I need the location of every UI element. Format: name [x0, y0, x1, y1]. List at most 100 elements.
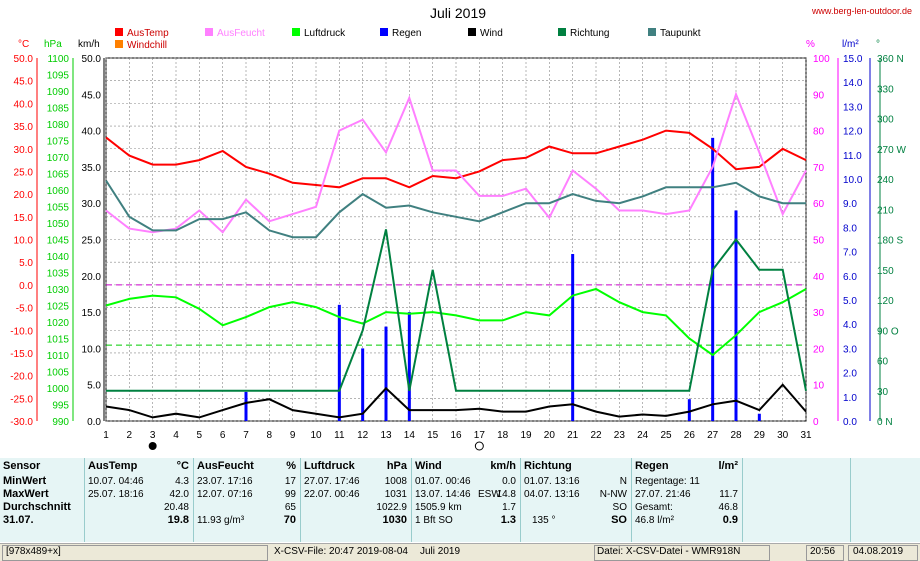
luftdruck-current: 1030	[382, 514, 407, 526]
x-tick-label: 31	[800, 430, 812, 441]
stats-panel: Sensor MinWert MaxWert Durchschnitt 31.0…	[0, 458, 920, 542]
x-tick-label: 6	[220, 430, 226, 441]
pressure-tick-label: 1030	[47, 285, 70, 296]
temp-tick-label: 25.0	[14, 167, 34, 178]
status-time: 20:56	[810, 546, 836, 557]
rain-tick-label: 6.0	[843, 272, 857, 283]
chart-title: Juli 2019	[430, 5, 486, 21]
rain-tick-label: 2.0	[843, 369, 857, 380]
stats-richtung: Richtung 01.07. 13:16 N 04.07. 13:16 N-NW …	[521, 458, 632, 542]
rain-tick-label: 10.0	[843, 175, 863, 186]
x-tick-label: 3	[150, 430, 156, 441]
direction-tick-label: 240	[877, 175, 894, 186]
pressure-tick-label: 1070	[47, 153, 70, 164]
luftdruck-max: 1031	[384, 489, 407, 500]
pressure-axis-label: hPa	[44, 39, 62, 50]
wind-tick-label: 30.0	[82, 199, 102, 210]
regen-header: Regen	[635, 460, 669, 472]
stats-empty-1	[743, 458, 851, 542]
ausfeucht-min-time: 23.07. 17:16	[197, 476, 253, 487]
luftdruck-min: 1008	[384, 476, 407, 487]
legend-swatch	[115, 40, 123, 48]
temp-tick-label: 40.0	[14, 99, 34, 110]
x-tick-label: 18	[497, 430, 509, 441]
pressure-tick-label: 1075	[47, 137, 70, 148]
rain-tick-label: 1.0	[843, 393, 857, 404]
humidity-axis-label: %	[806, 39, 815, 50]
rain-axis-label: l/m²	[842, 39, 859, 50]
temp-axis-label: °C	[18, 39, 29, 50]
x-tick-label: 14	[404, 430, 416, 441]
min-label: MinWert	[3, 475, 47, 487]
x-tick-label: 28	[730, 430, 742, 441]
ausfeucht-header: AusFeucht	[197, 460, 254, 472]
weather-chart: 50.045.040.035.030.025.020.015.010.05.00…	[10, 5, 912, 451]
humidity-tick-label: 60	[813, 199, 825, 210]
legend-swatch	[205, 28, 213, 36]
wind-unit: km/h	[490, 460, 516, 472]
richtung-min-time: 01.07. 13:16	[524, 476, 580, 487]
ausfeucht-abs: 11.93 g/m³	[197, 515, 245, 526]
direction-tick-label: 300	[877, 115, 894, 126]
x-tick-label: 21	[567, 430, 579, 441]
austemp-min-time: 10.07. 04:46	[88, 476, 144, 487]
richtung-max-time: 04.07. 13:16	[524, 489, 580, 500]
series-line-richtung	[106, 229, 807, 392]
rain-tick-label: 11.0	[843, 151, 862, 162]
x-tick-label: 26	[684, 430, 696, 441]
humidity-tick-label: 70	[813, 163, 825, 174]
x-tick-label: 30	[777, 430, 789, 441]
humidity-tick-label: 40	[813, 272, 825, 283]
dir-axis-label: °	[876, 39, 880, 50]
x-tick-label: 12	[357, 430, 369, 441]
humidity-tick-label: 10	[813, 381, 825, 392]
regen-max: 11.7	[719, 489, 738, 500]
x-tick-label: 23	[614, 430, 626, 441]
pressure-tick-label: 1050	[47, 219, 70, 230]
regen-unit: l/m²	[718, 460, 738, 472]
regen-max-time: 27.07. 21:46	[635, 489, 691, 500]
stats-ausfeucht: AusFeucht% 23.07. 17:16 17 12.07. 07:16 99…	[194, 458, 301, 542]
max-label: MaxWert	[3, 488, 49, 500]
temp-tick-label: 30.0	[14, 145, 34, 156]
stats-austemp: AusTemp °C 10.07. 04:46 4.3 25.07. 18:16 42…	[85, 458, 194, 542]
regen-total-extra: 46.8 l/m²	[635, 515, 674, 526]
x-tick-label: 19	[520, 430, 532, 441]
status-month: Juli 2019	[420, 546, 461, 557]
x-tick-label: 22	[590, 430, 602, 441]
pressure-tick-label: 1045	[47, 236, 70, 247]
rain-bar	[407, 312, 411, 421]
legend-swatch	[558, 28, 566, 36]
stats-empty-2	[851, 458, 920, 542]
direction-tick-label: 120	[877, 296, 894, 307]
richtung-max: N-NW	[599, 489, 627, 500]
wind-tick-label: 40.0	[82, 127, 102, 138]
austemp-header: AusTemp	[88, 460, 138, 472]
series-line-luftdruck	[105, 287, 807, 357]
pressure-tick-label: 1085	[47, 104, 70, 115]
wind-max-time: 13.07. 14:46	[415, 489, 471, 500]
stats-regen: Regen l/m² Regentage: 11 27.07. 21:46 11.7…	[632, 458, 743, 542]
temp-tick-label: 50.0	[14, 54, 34, 65]
wind-tick-label: 20.0	[82, 272, 102, 283]
pressure-tick-label: 1080	[47, 120, 70, 131]
series-line-austemp	[105, 129, 807, 189]
austemp-current: 19.8	[167, 514, 189, 526]
wind-min: 0.0	[502, 476, 516, 487]
rain-bar	[337, 304, 341, 421]
status-datei: Datei: X-CSV-Datei - WMR918N	[597, 546, 741, 557]
pressure-tick-label: 1040	[47, 252, 70, 263]
pressure-tick-label: 1035	[47, 269, 70, 280]
temp-tick-label: 0.0	[19, 281, 33, 292]
pressure-tick-label: 1055	[47, 203, 70, 214]
x-tick-label: 17	[474, 430, 486, 441]
series-line-ausfeucht	[105, 91, 807, 234]
direction-tick-label: 330	[877, 84, 894, 95]
regen-gesamt-label: Gesamt:	[635, 502, 673, 513]
direction-tick-label: 360 N	[877, 54, 904, 65]
wind-tick-label: 10.0	[82, 344, 102, 355]
temp-tick-label: -30.0	[10, 417, 33, 428]
rain-tick-label: 15.0	[843, 54, 863, 65]
wind-min-time: 01.07. 00:46	[415, 476, 471, 487]
direction-tick-label: 0 N	[877, 417, 893, 428]
